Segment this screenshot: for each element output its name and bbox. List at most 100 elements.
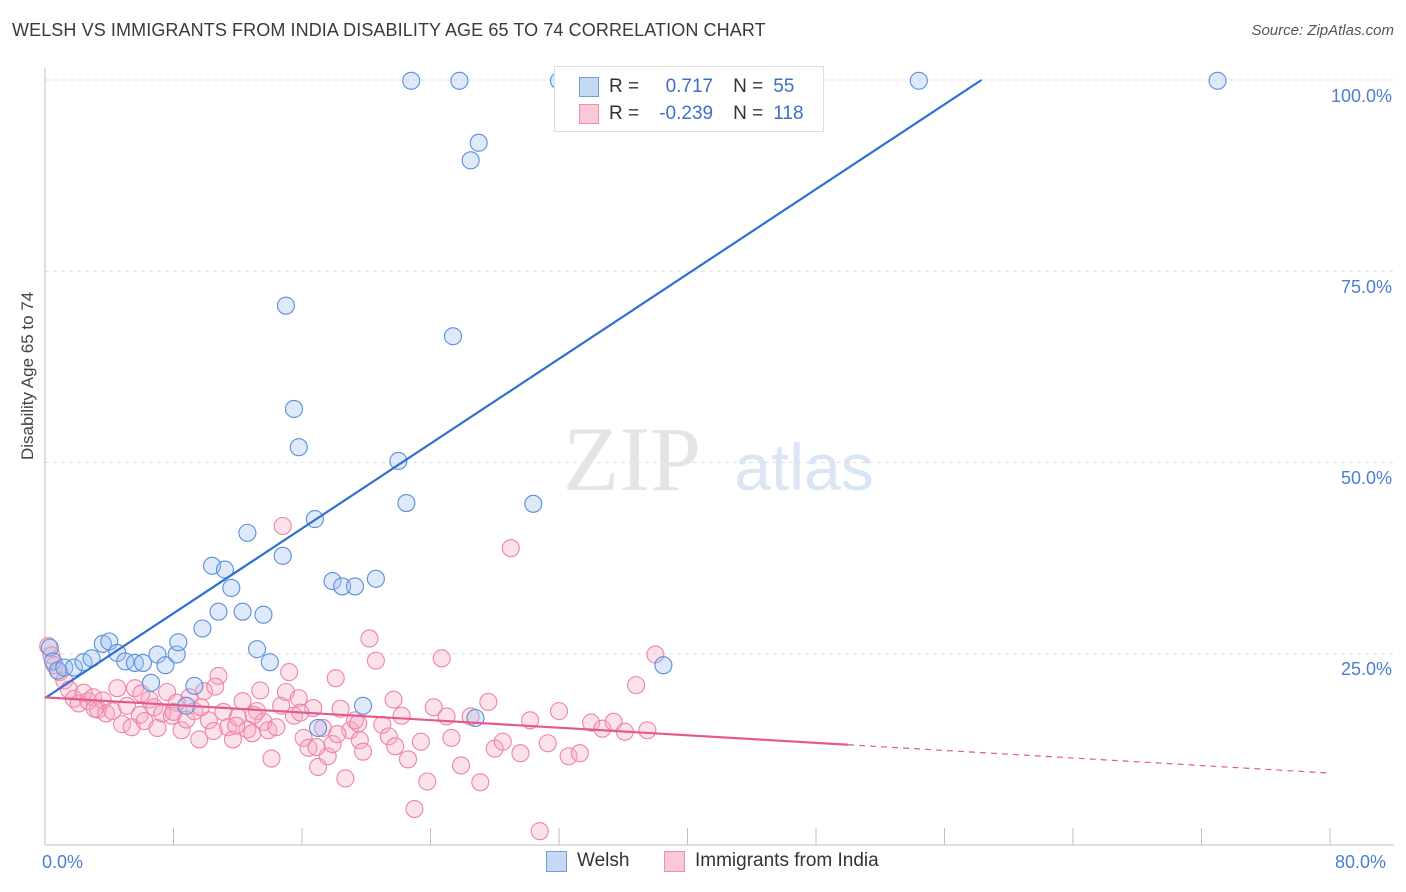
india-point [559, 747, 578, 766]
welsh-point [193, 619, 212, 638]
india-point [570, 744, 589, 763]
india-point [366, 651, 385, 670]
india-point [638, 721, 657, 740]
y-tick-label: 25.0% [1340, 659, 1392, 679]
india-point [294, 728, 313, 747]
welsh-point [524, 494, 543, 513]
welsh-point [238, 523, 257, 542]
series-welsh [40, 71, 1227, 738]
india-trendline-extension [848, 744, 1331, 774]
india-point [511, 744, 530, 763]
welsh-point [309, 718, 328, 738]
bottom-legend: Welsh Immigrants from India [0, 850, 1406, 880]
legend-n-label: N = [733, 103, 764, 124]
welsh-point [323, 572, 342, 591]
welsh-point [116, 652, 135, 671]
india-point [209, 666, 228, 685]
welsh-point [43, 652, 63, 671]
india-point [108, 679, 127, 698]
india-point [273, 516, 292, 536]
welsh-point [333, 577, 352, 596]
india-point [411, 732, 430, 751]
chart-title: WELSH VS IMMIGRANTS FROM INDIA DISABILIT… [12, 20, 766, 40]
welsh-point [909, 71, 928, 90]
x-tick-label: 80.0% [1335, 852, 1387, 872]
source-label: Source: ZipAtlas.com [1251, 22, 1394, 39]
india-point [392, 706, 411, 725]
welsh-point [284, 399, 304, 419]
india-point [451, 756, 471, 775]
welsh-point [443, 327, 463, 346]
india-point [627, 676, 646, 695]
india-point [307, 738, 326, 757]
india-point [424, 698, 443, 717]
india-point [405, 799, 424, 819]
gridlines [45, 79, 1394, 655]
welsh-point [64, 658, 83, 677]
welsh-point [40, 638, 59, 657]
welsh-point [222, 578, 241, 598]
india-point [289, 689, 308, 708]
india-point [384, 690, 403, 709]
y-tick-label: 50.0% [1340, 468, 1392, 488]
welsh-point [276, 296, 295, 315]
series-immigrants-from-india [39, 516, 665, 841]
india-point [530, 822, 549, 841]
legend-n-value: 118 [773, 103, 804, 124]
welsh-point [461, 151, 480, 170]
y-tick-label: 100.0% [1330, 86, 1392, 106]
india-point [349, 714, 368, 733]
india-point [336, 769, 355, 788]
india-point [328, 725, 347, 744]
legend-swatch-india [579, 104, 599, 124]
legend-label-india: Immigrants from India [695, 850, 879, 871]
legend-item-welsh: Welsh [546, 850, 629, 872]
welsh-point [450, 71, 469, 90]
india-point [379, 727, 398, 746]
x-tick-label: 0.0% [42, 852, 84, 872]
welsh-point [247, 640, 267, 659]
india-trendline [44, 696, 849, 746]
welsh-point [260, 653, 279, 672]
legend-r-value: -0.239 [659, 103, 714, 124]
legend-label-welsh: Welsh [577, 850, 630, 871]
india-point [74, 683, 93, 702]
welsh-point [402, 71, 421, 90]
welsh-point [273, 546, 292, 565]
india-point [521, 711, 540, 730]
india-point [353, 742, 373, 761]
india-point [190, 730, 209, 749]
legend-n-value: 55 [773, 76, 795, 97]
trendlines [44, 79, 1331, 774]
welsh-point [345, 577, 365, 596]
india-point [398, 750, 418, 769]
india-point [418, 772, 437, 791]
welsh-point [289, 438, 308, 457]
welsh-point [353, 696, 373, 715]
legend-n-label: N = [733, 76, 764, 97]
india-point [501, 539, 520, 558]
welsh-point [469, 133, 488, 152]
legend-r-label: R = [609, 76, 640, 97]
india-point [85, 699, 104, 718]
legend-r-value: 0.717 [665, 76, 714, 97]
india-point [233, 692, 252, 711]
india-point [148, 718, 167, 738]
welsh-trendline [44, 79, 983, 700]
india-point [442, 728, 461, 747]
welsh-point [169, 633, 188, 652]
legend-swatch-welsh [579, 77, 599, 97]
welsh-point [141, 673, 161, 692]
welsh-point [366, 569, 385, 588]
india-point [326, 669, 345, 688]
welsh-point [397, 493, 416, 513]
india-point [471, 773, 490, 792]
india-point [204, 721, 223, 741]
india-point [280, 663, 299, 682]
india-point [206, 677, 225, 696]
welsh-point [389, 451, 408, 471]
welsh-point [133, 653, 153, 672]
watermark-zip: ZIP [563, 408, 701, 510]
india-point [227, 716, 246, 735]
